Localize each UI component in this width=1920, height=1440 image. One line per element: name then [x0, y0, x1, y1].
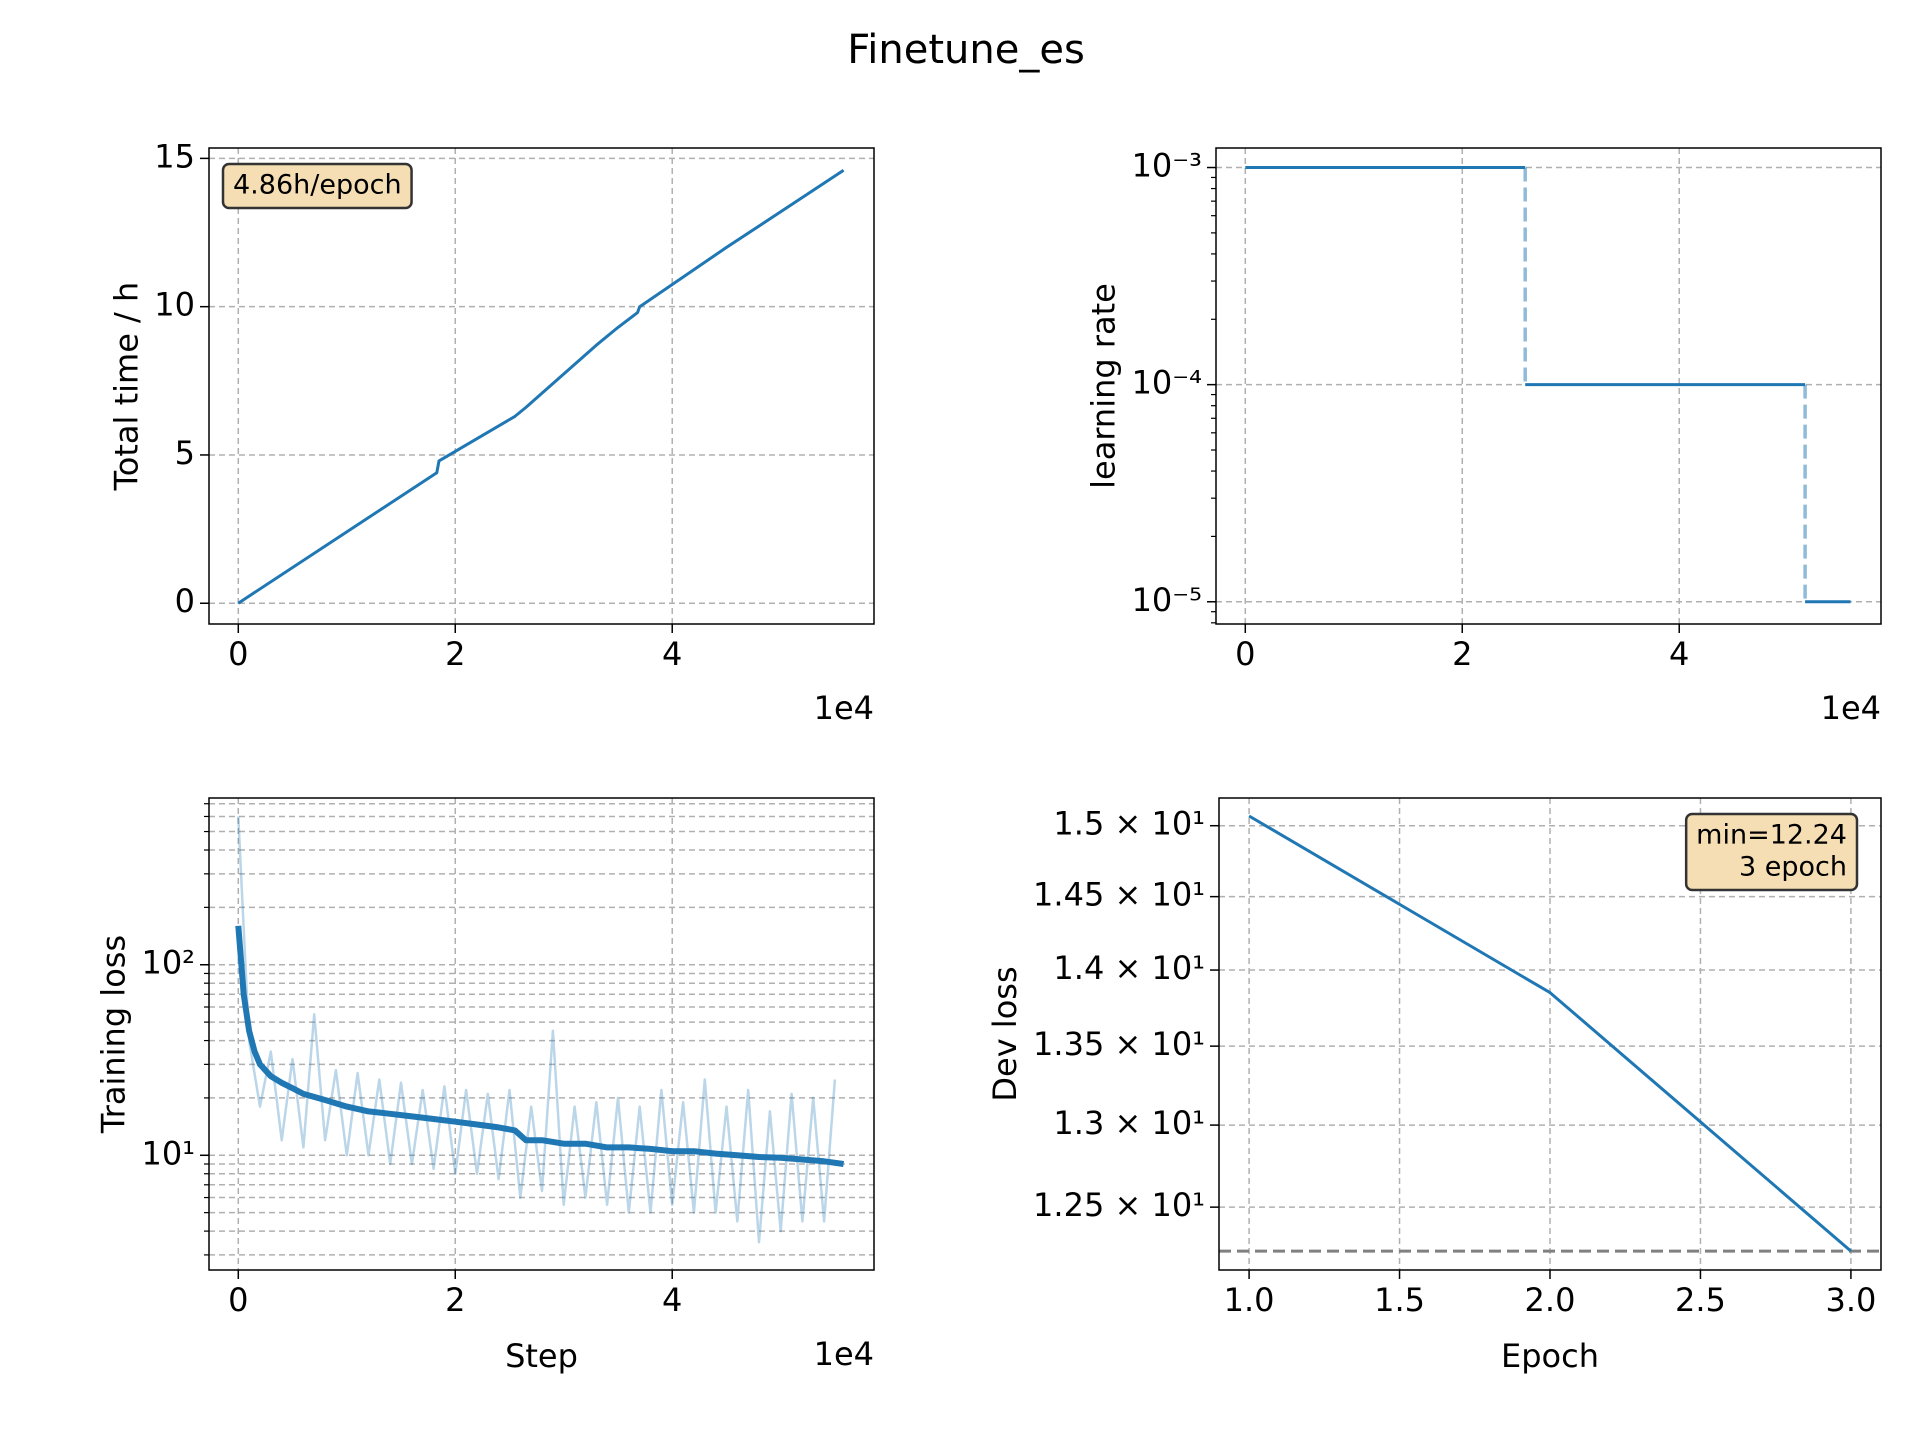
subplot: 0 5 10 15 0 2 4 1e4 Total time / h 4.86h/epoch: [107, 137, 875, 727]
axes-frame: [1215, 147, 1882, 625]
x-tick-label: 4: [1669, 635, 1689, 673]
y-axis-label: Total time / h: [107, 282, 145, 492]
x-tick-label: 1.0: [1224, 1281, 1275, 1319]
data-line: [237, 168, 845, 605]
y-tick-label: 10⁻³: [1132, 147, 1202, 185]
y-tick-label: 1.25 × 10¹: [1033, 1186, 1205, 1224]
annotation-text: min=12.24: [1696, 820, 1847, 851]
axes-frame: [1218, 797, 1882, 1271]
subplot: 10⁻⁵ 10⁻⁴ 10⁻³ 0 2 4 1e4 learning rate: [1085, 147, 1882, 727]
y-axis-label: Dev loss: [986, 966, 1024, 1101]
x-tick-label: 0: [1235, 635, 1255, 673]
x-tick-label: 2.0: [1525, 1281, 1576, 1319]
y-tick-label: 15: [154, 137, 195, 175]
y-tick-label: 10²: [141, 944, 195, 982]
annotation-box: [1684, 812, 1859, 892]
x-tick-label: 4: [662, 635, 682, 673]
y-tick-label: 10⁻⁵: [1132, 581, 1202, 619]
x-tick-label: 2.5: [1675, 1281, 1726, 1319]
x-offset-label: 1e4: [814, 1335, 874, 1373]
x-tick-label: 3.0: [1825, 1281, 1876, 1319]
data-line: [1523, 167, 1807, 602]
annotation-box: [221, 162, 413, 210]
y-tick-label: 10⁻⁴: [1132, 364, 1202, 402]
x-tick-label: 0: [228, 1281, 248, 1319]
x-tick-label: 2: [445, 1281, 465, 1319]
x-tick-label: 2: [445, 635, 465, 673]
y-tick-label: 1.35 × 10¹: [1033, 1025, 1205, 1063]
y-tick-label: 1.3 × 10¹: [1053, 1104, 1205, 1142]
figure-title: Finetune_es: [847, 27, 1085, 73]
y-axis-label: Training loss: [94, 935, 132, 1134]
x-tick-label: 1.5: [1374, 1281, 1425, 1319]
annotation-text: 4.86h/epoch: [233, 170, 402, 201]
x-tick-label: 4: [662, 1281, 682, 1319]
y-tick-label: 0: [175, 582, 195, 620]
y-tick-label: 10¹: [141, 1134, 195, 1172]
x-axis-label: Step: [505, 1337, 578, 1375]
y-tick-label: 10: [154, 286, 195, 324]
x-offset-label: 1e4: [1821, 689, 1881, 727]
annotation: 4.86h/epoch: [221, 162, 413, 210]
axes-frame: [208, 147, 875, 625]
x-tick-label: 0: [228, 635, 248, 673]
x-offset-label: 1e4: [814, 689, 874, 727]
y-tick-label: 1.4 × 10¹: [1053, 949, 1205, 987]
data-line: [237, 816, 837, 1244]
y-tick-label: 5: [175, 434, 195, 472]
x-tick-label: 2: [1452, 635, 1472, 673]
annotation: min=12.243 epoch: [1684, 812, 1859, 892]
data-line: [1245, 166, 1851, 604]
y-tick-label: 1.5 × 10¹: [1053, 805, 1205, 843]
data-line: [235, 925, 845, 1167]
subplot: 10¹ 10² 0 2 4 1e4 Step Training loss: [94, 797, 875, 1375]
data-line: [1248, 814, 1852, 1253]
x-axis-label: Epoch: [1501, 1337, 1599, 1375]
y-axis-label: learning rate: [1085, 283, 1123, 489]
annotation-text: 3 epoch: [1739, 852, 1847, 883]
axes-frame: [208, 797, 875, 1271]
subplot: 1.25 × 10¹ 1.3 × 10¹ 1.35 × 10¹ 1.4 × 10¹ 1.…: [986, 797, 1882, 1375]
y-tick-label: 1.45 × 10¹: [1033, 876, 1205, 914]
